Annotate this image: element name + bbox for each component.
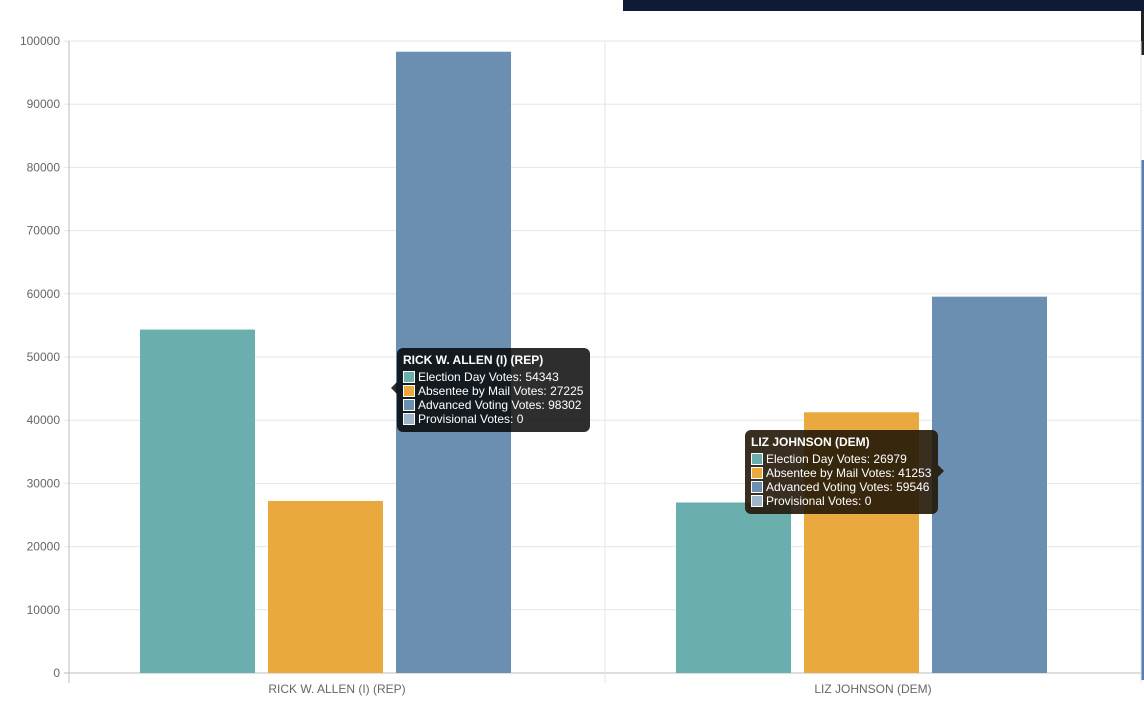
- swatch-provisional: [403, 413, 415, 425]
- y-tick-label: 80000: [27, 160, 61, 174]
- y-tick-label: 100000: [20, 34, 60, 48]
- tooltip-caret: [391, 382, 397, 394]
- swatch-election-day: [403, 371, 415, 383]
- swatch-absentee: [403, 385, 415, 397]
- tooltip-title: RICK W. ALLEN (I) (REP): [403, 353, 544, 367]
- tooltip-row-text: Election Day Votes: 26979: [766, 452, 907, 466]
- tooltip-row: Advanced Voting Votes: 59546: [751, 480, 931, 494]
- tooltip-row: Election Day Votes: 54343: [403, 370, 583, 384]
- swatch-election-day: [751, 453, 763, 465]
- swatch-absentee: [751, 467, 763, 479]
- tooltip-caret: [938, 465, 945, 477]
- tooltip-row-text: Absentee by Mail Votes: 27225: [418, 384, 584, 398]
- swatch-provisional: [751, 495, 763, 507]
- tooltip-row: Advanced Voting Votes: 98302: [403, 398, 583, 412]
- y-tick-label: 20000: [27, 540, 61, 554]
- y-tick-label: 40000: [27, 413, 61, 427]
- y-tick-label: 0: [53, 666, 60, 680]
- y-axis: 0 10000 20000 30000 40000 50000 60000 70000 8000…: [20, 34, 60, 680]
- swatch-advanced: [751, 481, 763, 493]
- panel-edge-marker: [1141, 11, 1144, 55]
- tooltip-row: Provisional Votes: 0: [751, 494, 931, 508]
- x-axis: RICK W. ALLEN (I) (REP) LIZ JOHNSON (DEM): [268, 682, 931, 696]
- swatch-advanced: [403, 399, 415, 411]
- tooltip-row-text: Provisional Votes: 0: [418, 412, 524, 426]
- tooltip-rick-allen: RICK W. ALLEN (I) (REP) Election Day Vot…: [391, 348, 591, 432]
- bar: [932, 296, 1047, 673]
- y-tick-label: 90000: [27, 97, 61, 111]
- tooltip-liz-johnson: LIZ JOHNSON (DEM) Election Day Votes: 26…: [745, 430, 945, 514]
- y-tick-label: 60000: [27, 287, 61, 301]
- tooltip-row-text: Election Day Votes: 54343: [418, 370, 559, 384]
- bar: [140, 329, 255, 673]
- y-tick-label: 30000: [27, 476, 61, 490]
- bar: [268, 500, 383, 673]
- bars: [140, 51, 1047, 673]
- tooltip-row-text: Advanced Voting Votes: 59546: [766, 480, 930, 494]
- tooltip-row-text: Absentee by Mail Votes: 41253: [766, 466, 932, 480]
- x-tick-label: LIZ JOHNSON (DEM): [814, 682, 931, 696]
- tooltip-row: Election Day Votes: 26979: [751, 452, 931, 466]
- y-tick-label: 10000: [27, 603, 61, 617]
- bar: [676, 502, 791, 673]
- panel-edge: [1141, 160, 1144, 680]
- tooltip-row-text: Provisional Votes: 0: [766, 494, 872, 508]
- x-tick-label: RICK W. ALLEN (I) (REP): [268, 682, 405, 696]
- tooltip-row: Absentee by Mail Votes: 41253: [751, 466, 931, 480]
- y-tick-label: 70000: [27, 224, 61, 238]
- header-bar: [623, 0, 1144, 11]
- tooltip-row: Provisional Votes: 0: [403, 412, 583, 426]
- tooltip-row-text: Advanced Voting Votes: 98302: [418, 398, 582, 412]
- y-tick-label: 50000: [27, 350, 61, 364]
- tooltip-title: LIZ JOHNSON (DEM): [751, 435, 870, 449]
- tooltip-row: Absentee by Mail Votes: 27225: [403, 384, 583, 398]
